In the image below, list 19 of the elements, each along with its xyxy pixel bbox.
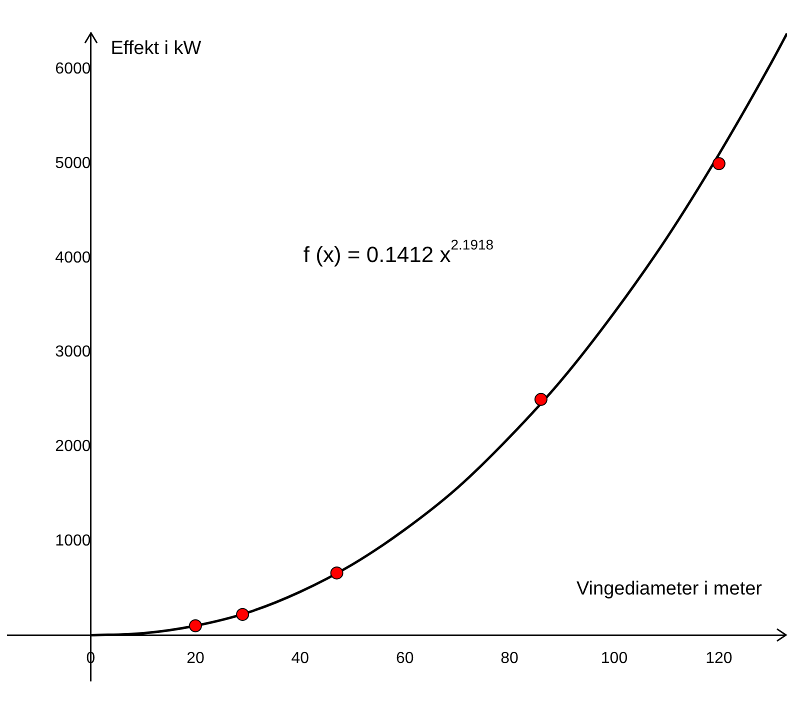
y-tick-label: 4000 xyxy=(55,249,91,266)
y-tick-label: 5000 xyxy=(55,155,91,172)
y-axis-title: Effekt i kW xyxy=(110,38,202,59)
x-tick-label: 40 xyxy=(291,650,310,668)
x-axis-title: Vingediameter i meter xyxy=(576,578,763,600)
point xyxy=(330,566,344,580)
point xyxy=(188,619,202,632)
y-tick-label: 6000 xyxy=(55,60,91,78)
x-tick-label: 100 xyxy=(600,650,628,668)
point xyxy=(534,392,548,406)
point xyxy=(236,608,250,621)
point xyxy=(712,157,726,170)
x-tick-label: 120 xyxy=(706,650,732,668)
y-tick-label: 3000 xyxy=(55,344,91,361)
x-tick-label: 60 xyxy=(396,650,414,668)
y-tick-label: 1000 xyxy=(55,532,91,550)
y-tick-label: 2000 xyxy=(55,438,91,455)
x-tick-label: 80 xyxy=(500,650,519,668)
x-tick-label: 20 xyxy=(186,650,204,668)
